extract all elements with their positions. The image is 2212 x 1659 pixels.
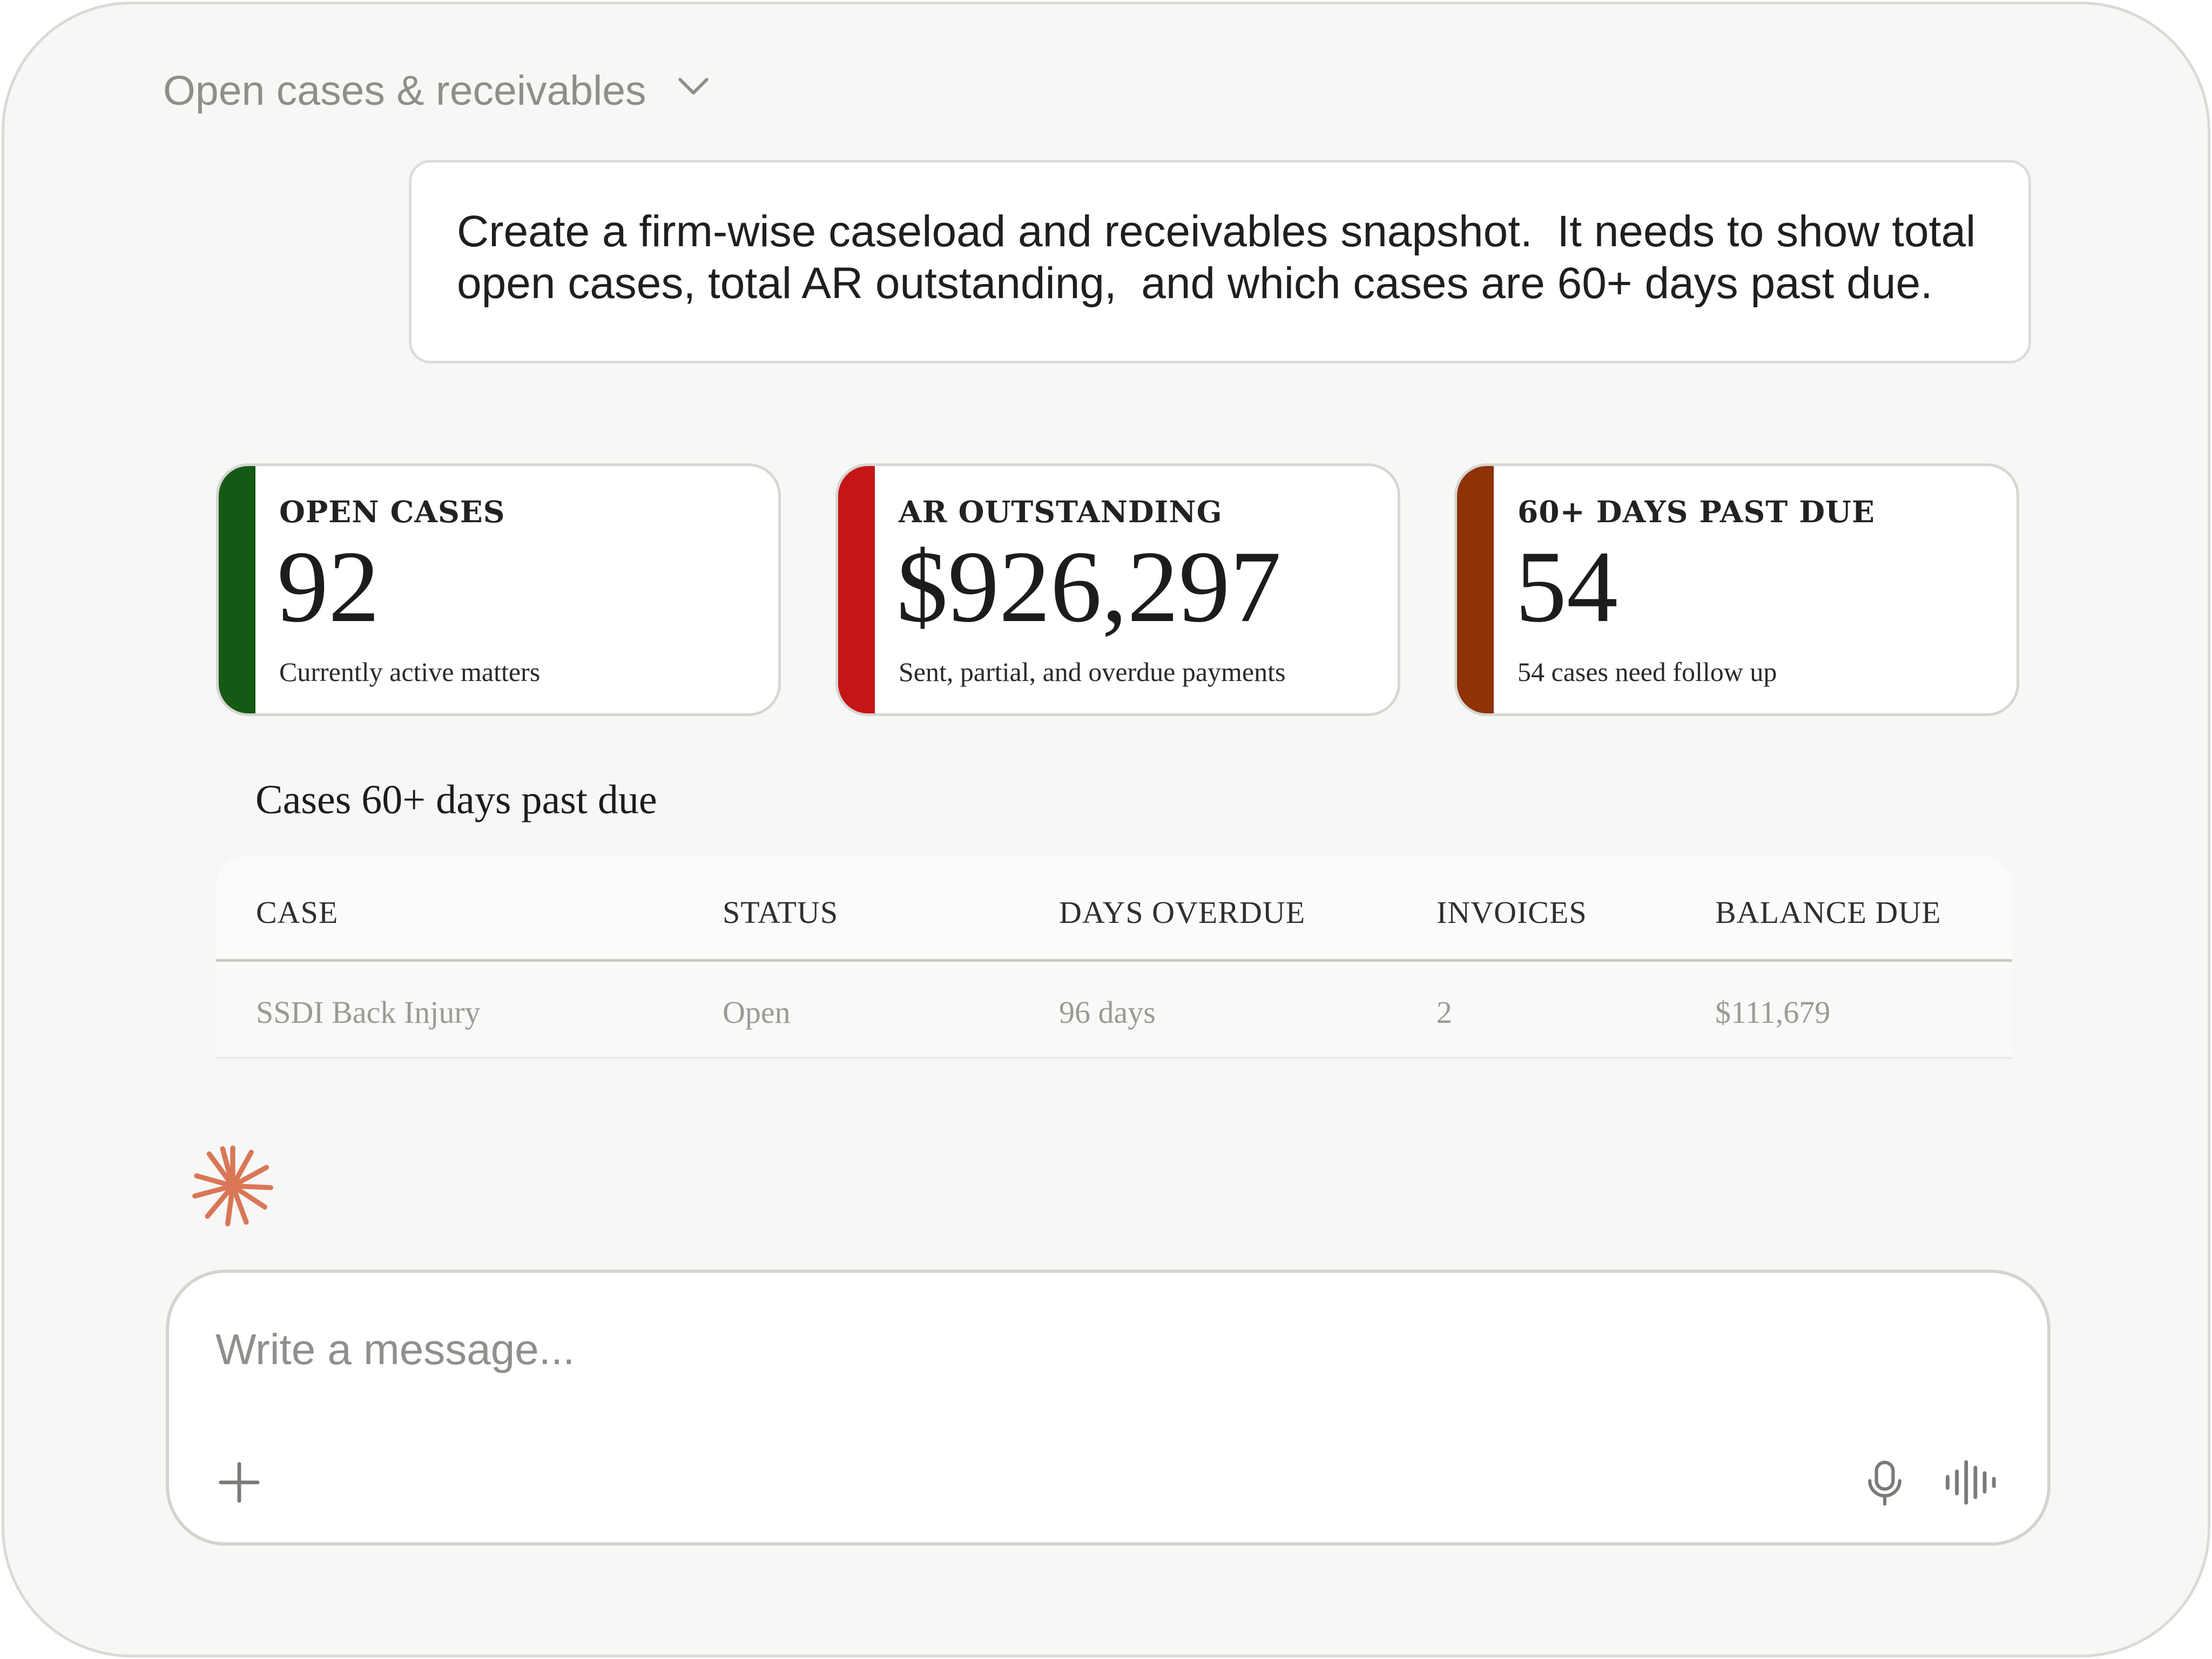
card-value: 54: [1515, 530, 1618, 644]
table-title: Cases 60+ days past due: [255, 777, 657, 822]
table-header: CASE STATUS DAYS OVERDUE INVOICES BALANC…: [216, 857, 2012, 962]
chevron-down-icon: [676, 67, 711, 115]
card-subtitle: Sent, partial, and overdue payments: [899, 657, 1286, 687]
past-due-table: CASE STATUS DAYS OVERDUE INVOICES BALANC…: [216, 857, 2012, 1100]
cell-balance-due: $111,679: [1715, 995, 1831, 1030]
dictation-button[interactable]: [1855, 1451, 1914, 1516]
card-subtitle: Currently active matters: [279, 657, 541, 687]
column-header-status: STATUS: [723, 895, 839, 930]
message-composer: [166, 1270, 2051, 1546]
column-header-case: CASE: [256, 895, 339, 930]
card-accent-bar: [838, 466, 875, 713]
table-row[interactable]: SSDI Back Injury Open 96 days 2 $111,679: [216, 962, 2012, 1059]
card-subtitle: 54 cases need follow up: [1518, 657, 1777, 687]
card-label: 60+ DAYS PAST DUE: [1518, 494, 1875, 529]
kpi-card-open-cases: OPEN CASES 92 Currently active matters: [216, 463, 781, 716]
column-header-balance-due: BALANCE DUE: [1715, 895, 1941, 930]
conversation-title-dropdown[interactable]: Open cases & receivables: [163, 61, 711, 120]
card-value: $926,297: [896, 530, 1282, 644]
attach-button[interactable]: [212, 1456, 266, 1510]
cell-days-overdue: 96 days: [1059, 995, 1156, 1030]
microphone-icon: [1865, 1456, 1905, 1511]
card-accent-bar: [219, 466, 255, 713]
kpi-card-past-due: 60+ DAYS PAST DUE 54 54 cases need follo…: [1454, 463, 2019, 716]
message-input[interactable]: [215, 1325, 1836, 1374]
card-label: OPEN CASES: [279, 494, 505, 529]
card-accent-bar: [1457, 466, 1494, 713]
plus-icon: [217, 1460, 261, 1507]
cell-status: Open: [723, 995, 791, 1030]
table-fade-overlay: [216, 1056, 2012, 1100]
column-header-invoices: INVOICES: [1437, 895, 1587, 930]
conversation-title: Open cases & receivables: [163, 67, 646, 114]
card-value: 92: [277, 530, 380, 644]
column-header-days-overdue: DAYS OVERDUE: [1059, 895, 1306, 930]
cell-invoices: 2: [1437, 995, 1452, 1030]
spark-icon: [191, 1144, 275, 1228]
voice-mode-button[interactable]: [1939, 1451, 2004, 1516]
waveform-icon: [1944, 1456, 2000, 1511]
user-message: Create a firm-wise caseload and receivab…: [409, 160, 2031, 363]
kpi-card-ar-outstanding: AR OUTSTANDING $926,297 Sent, partial, a…: [835, 463, 1400, 716]
cell-case: SSDI Back Injury: [256, 995, 481, 1030]
card-label: AR OUTSTANDING: [899, 494, 1223, 529]
